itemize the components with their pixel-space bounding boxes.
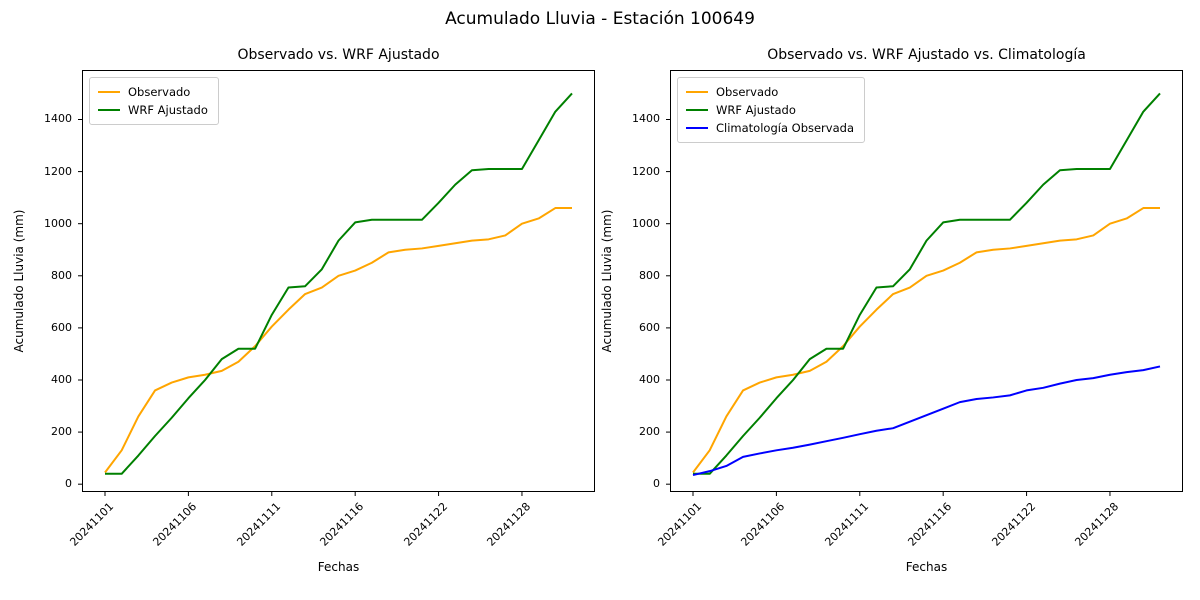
x-tick-label: 20241116 (905, 500, 955, 549)
y-tick-label: 400 (51, 372, 72, 386)
legend-label: Observado (128, 85, 191, 99)
x-tick-label: 20241128 (484, 500, 534, 549)
x-tick-label: 20241101 (67, 500, 117, 549)
y-tick-label: 1200 (44, 164, 72, 178)
y-tick-label: 200 (51, 425, 72, 439)
legend-line-swatch (98, 109, 120, 111)
wrf-ajustado-line (105, 92, 573, 475)
x-tick-label: 20241111 (822, 500, 871, 549)
right-subplot-title: Observado vs. WRF Ajustado vs. Climatolo… (767, 47, 1086, 63)
legend-entry: Observado (98, 83, 208, 101)
x-tick-label: 20241122 (400, 500, 450, 549)
x-tick-label: 20241101 (655, 500, 705, 549)
legend-line-swatch (686, 91, 708, 93)
legend-line-swatch (686, 109, 708, 111)
left-plot-area (78, 70, 595, 496)
x-tick-label: 20241128 (1072, 500, 1122, 549)
x-tick-label: 20241106 (150, 500, 200, 549)
left-legend: Observado WRF Ajustado (89, 77, 219, 125)
y-tick-label: 400 (639, 372, 660, 386)
wrf-ajustado-line (693, 92, 1161, 475)
observado-line (104, 207, 572, 474)
legend-entry: Climatología Observada (686, 119, 854, 137)
right-legend: Observado WRF Ajustado Climatología Observ… (677, 77, 865, 143)
right-x-axis-label: Fechas (905, 560, 948, 574)
x-tick-label: 20241122 (988, 500, 1038, 549)
legend-entry: Observado (686, 83, 854, 101)
observado-line (692, 207, 1160, 474)
y-tick-label: 0 (653, 477, 660, 491)
right-plot-area (666, 70, 1183, 496)
y-tick-label: 800 (51, 268, 72, 282)
y-tick-label: 1400 (632, 112, 660, 126)
axes-spines (82, 70, 595, 492)
y-tick-label: 0 (65, 477, 72, 491)
climatolog-a-observada-line (692, 365, 1161, 477)
legend-label: WRF Ajustado (128, 103, 208, 117)
axes-spines (670, 70, 1183, 492)
left-subplot-title: Observado vs. WRF Ajustado (237, 47, 440, 63)
y-tick-label: 1000 (632, 216, 660, 230)
figure-suptitle: Acumulado Lluvia - Estación 100649 (445, 9, 755, 29)
legend-line-swatch (98, 91, 120, 93)
y-tick-label: 1000 (44, 216, 72, 230)
y-tick-label: 600 (639, 320, 660, 334)
x-tick-label: 20241111 (234, 500, 283, 549)
legend-entry: WRF Ajustado (686, 101, 854, 119)
legend-label: Climatología Observada (716, 121, 854, 135)
y-tick-label: 1400 (44, 112, 72, 126)
x-tick-label: 20241106 (738, 500, 788, 549)
legend-line-swatch (686, 127, 708, 129)
y-tick-label: 1200 (632, 164, 660, 178)
y-tick-label: 200 (639, 425, 660, 439)
left-x-axis-label: Fechas (317, 560, 360, 574)
x-tick-label: 20241116 (317, 500, 367, 549)
y-tick-label: 600 (51, 320, 72, 334)
y-tick-label: 800 (639, 268, 660, 282)
legend-label: WRF Ajustado (716, 103, 796, 117)
legend-entry: WRF Ajustado (98, 101, 208, 119)
legend-label: Observado (716, 85, 779, 99)
